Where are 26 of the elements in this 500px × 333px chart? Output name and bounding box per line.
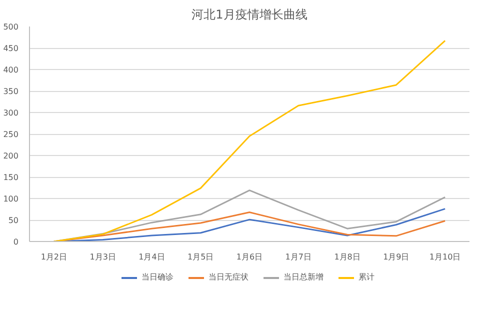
x-tick-label: 1月8日 bbox=[334, 252, 360, 262]
y-tick-label: 100 bbox=[3, 194, 19, 204]
x-tick-label: 1月6日 bbox=[236, 252, 263, 262]
x-tick-label: 1月2日 bbox=[40, 252, 68, 262]
y-tick-label: 50 bbox=[8, 216, 19, 225]
x-tick-label: 1月4日 bbox=[138, 252, 165, 262]
y-tick-label: 450 bbox=[3, 44, 19, 53]
x-tick-label: 1月5日 bbox=[188, 252, 214, 262]
y-tick-label: 400 bbox=[3, 66, 19, 74]
line-series bbox=[53, 40, 446, 242]
y-tick-label: 500 bbox=[3, 22, 19, 32]
y-tick-label: 0 bbox=[13, 238, 19, 246]
legend-label: 当日无症状 bbox=[208, 272, 248, 282]
x-tick-label: 1月3日 bbox=[90, 252, 116, 262]
legend-label: 当日总新增 bbox=[284, 272, 324, 282]
x-tick-label: 1月7日 bbox=[285, 252, 312, 262]
y-tick-label: 150 bbox=[3, 173, 19, 182]
y-tick-label: 250 bbox=[3, 130, 19, 139]
x-tick-label: 1月9日 bbox=[383, 252, 410, 262]
x-tick-label: 1月10日 bbox=[429, 252, 461, 262]
y-tick-label: 350 bbox=[3, 87, 19, 96]
legend-label: 累计 bbox=[358, 272, 376, 282]
chart-title: 河北1月疫情增长曲线 bbox=[192, 8, 308, 22]
legend-label: 当日确诊 bbox=[142, 272, 174, 282]
y-tick-label: 300 bbox=[3, 108, 19, 118]
y-tick-label: 200 bbox=[3, 152, 19, 160]
